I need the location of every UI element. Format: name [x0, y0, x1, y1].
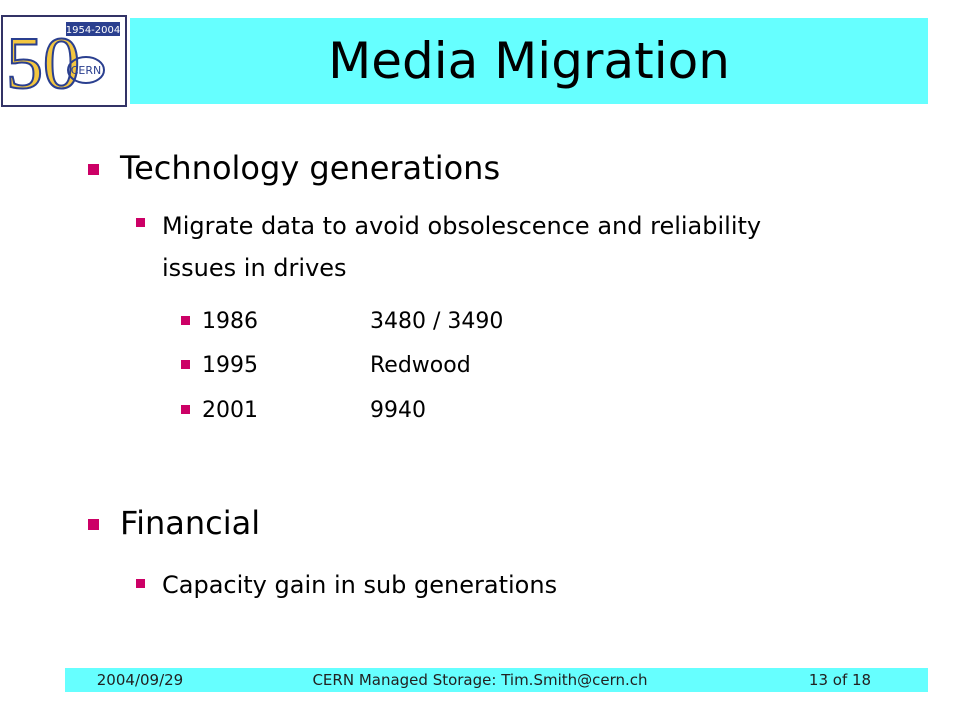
row-year: 2001 — [202, 398, 258, 423]
bullet-text: Technology generations — [120, 149, 501, 187]
bullet — [181, 360, 190, 369]
bullet-text: Capacity gain in sub generations — [162, 571, 558, 599]
bullet — [88, 164, 99, 175]
footer-date: 2004/09/29 — [96, 671, 184, 689]
logo-band — [66, 22, 120, 36]
bullet — [136, 218, 145, 227]
row-drive: 9940 — [370, 398, 426, 423]
row-drive: 3480 / 3490 — [370, 309, 504, 334]
footer-bar — [65, 668, 928, 692]
bullet-text: Financial — [120, 504, 261, 542]
logo-years: 1954-2004 — [66, 25, 121, 36]
row-drive: Redwood — [370, 353, 471, 378]
logo-ring — [67, 56, 105, 84]
logo-number: 50 — [6, 23, 80, 105]
row-year: 1986 — [202, 309, 258, 334]
title-bar — [130, 18, 928, 104]
bullet — [181, 316, 190, 325]
logo-name: CERN — [71, 64, 102, 77]
slide-title: Media Migration — [328, 32, 730, 90]
row-year: 1995 — [202, 353, 258, 378]
bullet — [181, 405, 190, 414]
footer-center: CERN Managed Storage: Tim.Smith@cern.ch — [312, 671, 648, 689]
bullet — [88, 519, 99, 530]
logo: 50 1954-2004 CERN — [1, 15, 127, 107]
footer-page: 13 of 18 — [808, 671, 872, 689]
bullet — [136, 579, 145, 588]
bullet-text: Migrate data to avoid obsolescence and r… — [162, 212, 762, 282]
